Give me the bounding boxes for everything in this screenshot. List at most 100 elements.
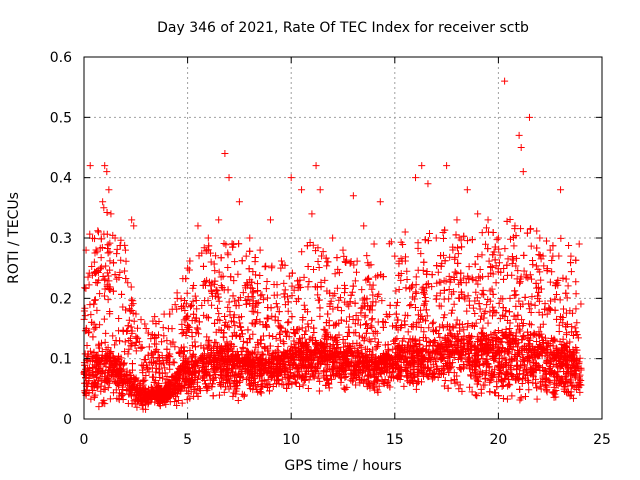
data-point — [261, 263, 269, 271]
data-point — [158, 338, 166, 346]
data-point — [125, 316, 133, 324]
data-point — [257, 389, 265, 397]
data-point — [198, 302, 206, 310]
data-point — [573, 319, 581, 327]
data-point — [89, 354, 97, 362]
data-point — [350, 261, 358, 269]
data-point — [352, 381, 360, 389]
data-point — [228, 365, 236, 373]
data-point — [392, 302, 400, 310]
data-point — [94, 227, 102, 235]
data-point — [300, 273, 308, 281]
data-point — [536, 351, 544, 359]
data-point — [352, 312, 360, 320]
data-point — [440, 314, 448, 322]
data-point — [270, 369, 278, 377]
data-point — [264, 381, 272, 389]
data-point — [248, 293, 256, 301]
data-point — [512, 232, 520, 240]
data-point — [92, 367, 100, 375]
data-point — [159, 324, 167, 332]
data-point — [204, 384, 212, 392]
data-point — [215, 268, 223, 276]
data-point — [335, 269, 343, 277]
data-point — [441, 257, 449, 265]
data-point — [116, 268, 124, 276]
data-point — [486, 308, 494, 316]
data-point — [115, 315, 123, 323]
data-point — [437, 252, 445, 260]
data-point — [163, 345, 171, 353]
data-point — [516, 385, 524, 393]
data-point — [458, 387, 466, 395]
data-point — [552, 344, 560, 352]
data-point — [508, 260, 516, 268]
data-point — [403, 267, 411, 275]
data-point — [150, 378, 158, 386]
data-point — [571, 324, 579, 332]
data-point — [218, 284, 226, 292]
data-point — [92, 361, 100, 369]
data-point — [471, 260, 479, 268]
data-point — [181, 372, 189, 380]
data-point — [417, 250, 425, 258]
data-point — [539, 252, 547, 260]
data-point — [284, 319, 292, 327]
data-point — [231, 322, 239, 330]
data-point — [477, 385, 485, 393]
data-point — [104, 296, 112, 304]
data-point — [528, 293, 536, 301]
data-point — [434, 268, 442, 276]
data-point — [476, 305, 484, 313]
data-point — [185, 323, 193, 331]
data-point — [211, 373, 219, 381]
data-point — [235, 240, 243, 248]
data-point — [537, 276, 545, 284]
data-point — [475, 361, 483, 369]
data-point — [237, 326, 245, 334]
data-point — [334, 303, 342, 311]
data-point — [215, 391, 223, 399]
data-point — [562, 356, 570, 364]
data-point — [155, 360, 163, 368]
data-point — [101, 285, 109, 293]
data-point — [124, 322, 132, 330]
data-point — [550, 393, 558, 401]
data-point — [287, 369, 295, 377]
data-point — [225, 323, 233, 331]
data-point — [122, 257, 130, 265]
data-point — [561, 387, 569, 395]
data-point — [276, 329, 284, 337]
data-point — [98, 370, 106, 378]
data-point — [302, 327, 310, 335]
data-point — [440, 382, 448, 390]
data-point — [541, 367, 549, 375]
data-point — [213, 343, 221, 351]
data-point — [369, 291, 377, 299]
data-point — [135, 338, 143, 346]
data-point — [375, 355, 383, 363]
data-point — [254, 309, 262, 317]
data-point — [285, 373, 293, 381]
data-point — [212, 287, 220, 295]
data-point — [385, 377, 393, 385]
data-point — [312, 339, 320, 347]
data-point — [490, 330, 498, 338]
data-point — [189, 297, 197, 305]
data-point — [239, 289, 247, 297]
data-point — [505, 329, 513, 337]
data-point — [395, 257, 403, 265]
data-point — [424, 358, 432, 366]
data-point — [203, 333, 211, 341]
data-point — [368, 285, 376, 293]
data-point — [223, 370, 231, 378]
data-point — [424, 237, 432, 245]
data-point — [334, 343, 342, 351]
data-point — [220, 388, 228, 396]
data-point — [274, 317, 282, 325]
data-point — [160, 332, 168, 340]
data-point — [357, 309, 365, 317]
data-point — [122, 275, 130, 283]
data-point — [296, 382, 304, 390]
data-point — [433, 262, 441, 270]
